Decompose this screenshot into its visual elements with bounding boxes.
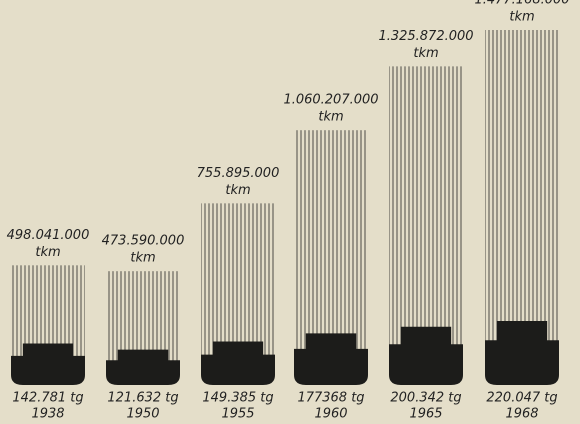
tkm-unit: tkm — [225, 183, 250, 198]
tkm-unit: tkm — [35, 245, 60, 260]
tkm-label: 1.325.872.000 — [378, 29, 473, 44]
tkm-label: 473.590.000 — [102, 234, 185, 249]
tkm-label: 498.041.000 — [7, 228, 90, 243]
tkm-unit: tkm — [318, 110, 343, 125]
tkm-label: 1.060.207.000 — [283, 93, 378, 108]
year-label: 1955 — [221, 407, 254, 422]
tonnage-label: 200.342 tg — [390, 391, 461, 406]
year-label: 1968 — [505, 407, 538, 422]
chart: 498.041.000 tkm 142.781 tg1938 473.590.000 t… — [0, 0, 580, 424]
tonnage-label: 177368 tg — [297, 391, 364, 406]
year-label: 1950 — [126, 407, 159, 422]
tkm-unit: tkm — [130, 251, 155, 266]
tkm-label: 755.895.000 — [197, 166, 280, 181]
tkm-label: 1.477.168.000 — [474, 0, 569, 8]
year-label: 1965 — [409, 407, 442, 422]
tonnage-label: 149.385 tg — [202, 391, 273, 406]
tonnage-label: 220.047 tg — [486, 391, 557, 406]
tkm-unit: tkm — [509, 10, 534, 25]
year-label: 1960 — [314, 407, 347, 422]
tonnage-label: 142.781 tg — [12, 391, 83, 406]
year-label: 1938 — [31, 407, 64, 422]
tkm-unit: tkm — [413, 46, 438, 61]
tonnage-label: 121.632 tg — [107, 391, 178, 406]
